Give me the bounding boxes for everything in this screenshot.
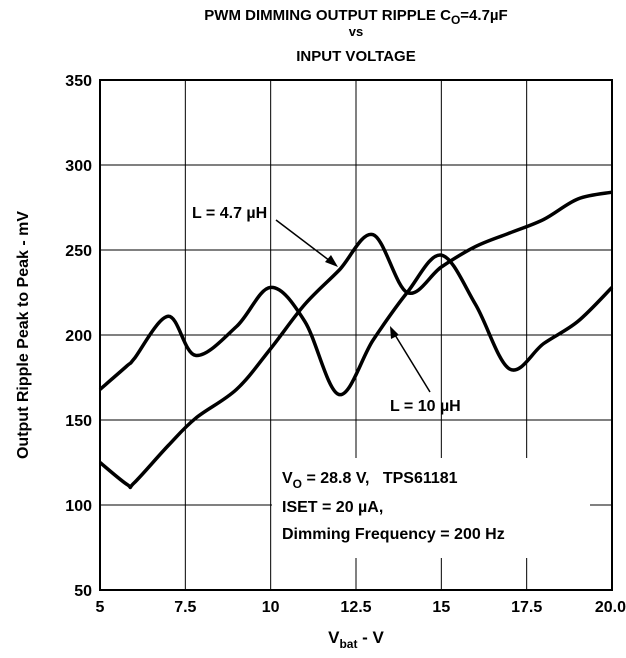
- y-tick-label: 150: [65, 413, 92, 430]
- note-part: V: [282, 470, 293, 487]
- title-part: PWM DIMMING OUTPUT RIPPLE C: [204, 7, 451, 24]
- series-line: [98, 190, 613, 490]
- subtitle: vs: [349, 24, 363, 39]
- chart-title: PWM DIMMING OUTPUT RIPPLE CO=4.7µF: [204, 7, 507, 27]
- title-sub: O: [451, 13, 460, 27]
- arrow-head: [325, 255, 338, 267]
- note-background: [272, 458, 590, 558]
- x-tick-label: 10: [262, 599, 280, 616]
- y-tick-label: 350: [65, 73, 92, 90]
- note-sub: O: [293, 477, 302, 491]
- annotation: Dimming Frequency = 200 Hz: [282, 526, 505, 543]
- x-label-part: - V: [357, 628, 384, 647]
- subtitle: INPUT VOLTAGE: [296, 48, 415, 65]
- y-tick-label: 300: [65, 158, 92, 175]
- x-tick-label: 7.5: [174, 599, 196, 616]
- x-axis-label: Vbat - V: [328, 628, 384, 651]
- series-line: [98, 253, 614, 397]
- x-label-part: V: [328, 628, 340, 647]
- legend-label: L = 4.7 µH: [192, 205, 267, 222]
- arrow: [391, 329, 431, 393]
- y-tick-label: 200: [65, 328, 92, 345]
- x-tick-label: 12.5: [340, 599, 371, 616]
- annotation: VO = 28.8 V, TPS61181: [282, 470, 458, 491]
- y-tick-label: 100: [65, 498, 92, 515]
- x-label-sub: bat: [339, 637, 357, 651]
- arrow-head: [390, 326, 399, 339]
- y-tick-label: 250: [65, 243, 92, 260]
- title-part: =4.7µF: [460, 7, 507, 24]
- y-tick-label: 50: [74, 583, 92, 600]
- lines: [98, 190, 614, 490]
- x-tick-label: 15: [432, 599, 450, 616]
- legend-label: L = 10 µH: [390, 398, 461, 415]
- x-tick-label: 5: [96, 599, 105, 616]
- plot-frame: [99, 79, 613, 591]
- x-tick-label: 20.0: [595, 599, 626, 616]
- x-tick-label: 17.5: [511, 599, 542, 616]
- arrow: [275, 219, 335, 265]
- y-axis-label: Output Ripple Peak to Peak - mV: [15, 211, 32, 459]
- note-part: = 28.8 V, TPS61181: [302, 470, 458, 487]
- annotation: ISET = 20 µA,: [282, 499, 383, 516]
